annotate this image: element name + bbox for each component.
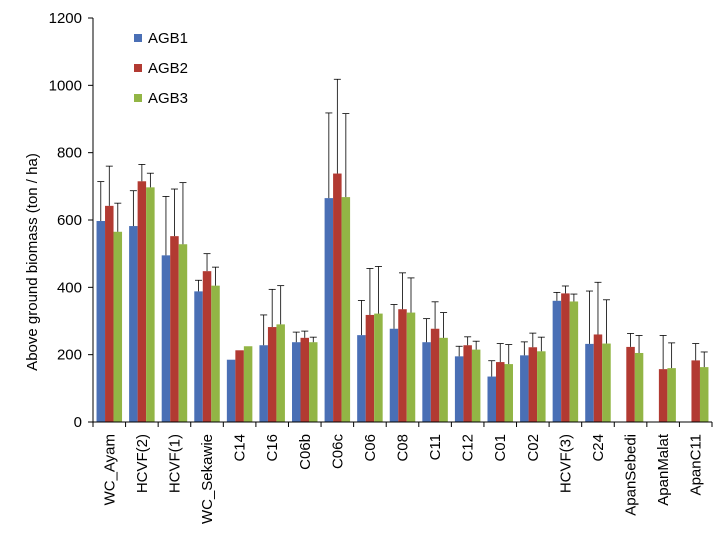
bar-agb1-1 xyxy=(129,226,138,422)
bar-agb1-2 xyxy=(161,255,171,422)
x-tick-label: HCVF(3) xyxy=(557,434,574,493)
bar-agb1-12 xyxy=(487,376,496,422)
x-tick-label: WC_Ayam xyxy=(101,434,118,505)
bar-agb3-8 xyxy=(374,313,383,422)
bar-agb1-10 xyxy=(422,342,431,422)
bar-agb2-17 xyxy=(658,369,668,422)
legend-swatch-agb1 xyxy=(134,34,142,42)
bar-agb1-8 xyxy=(357,335,366,422)
x-tick-label: C14 xyxy=(232,434,249,462)
y-tick-label: 400 xyxy=(57,279,82,296)
bar-agb1-14 xyxy=(552,300,562,422)
bar-agb1-5 xyxy=(259,345,268,422)
bar-agb2-12 xyxy=(495,362,505,422)
bar-agb3-14 xyxy=(569,301,579,422)
x-tick-label: C24 xyxy=(590,434,607,462)
x-tick-label: C06b xyxy=(297,434,314,470)
bar-agb3-16 xyxy=(634,352,644,422)
y-tick-label: 1200 xyxy=(49,10,82,27)
bar-agb2-10 xyxy=(430,328,440,422)
bar-agb3-11 xyxy=(471,349,481,422)
x-tick-label: C11 xyxy=(427,434,444,460)
bar-agb3-12 xyxy=(504,364,513,422)
legend-swatch-agb3 xyxy=(134,94,142,102)
bar-agb2-7 xyxy=(333,173,342,422)
bar-agb2-6 xyxy=(300,337,310,422)
bar-agb3-10 xyxy=(439,337,448,422)
bar-agb3-18 xyxy=(699,367,709,422)
y-tick-label: 200 xyxy=(57,347,82,364)
bar-agb2-2 xyxy=(170,236,179,422)
bar-agb3-1 xyxy=(146,187,155,422)
x-tick-label: ApanMalat xyxy=(655,433,672,506)
legend-label-agb2: AGB2 xyxy=(148,60,188,77)
legend-swatch-agb2 xyxy=(134,64,142,72)
x-tick-label: C01 xyxy=(492,434,509,462)
bar-agb2-4 xyxy=(235,350,244,422)
bar-agb3-13 xyxy=(537,351,546,422)
bar-agb3-7 xyxy=(341,197,351,422)
bar-agb2-8 xyxy=(365,314,375,422)
bar-agb3-15 xyxy=(602,343,611,422)
plot-area xyxy=(96,78,709,422)
bar-agb3-9 xyxy=(406,312,416,422)
bar-agb2-14 xyxy=(561,293,570,422)
y-tick-label: 0 xyxy=(74,414,82,431)
bar-agb3-5 xyxy=(276,324,285,422)
bar-agb2-1 xyxy=(137,181,147,422)
bar-agb1-13 xyxy=(520,355,529,422)
x-tick-label: C02 xyxy=(525,434,542,462)
bar-agb1-15 xyxy=(585,343,594,422)
legend: AGB1 AGB2 AGB3 xyxy=(134,30,188,107)
legend-label-agb1: AGB1 xyxy=(148,30,188,47)
bar-agb1-7 xyxy=(324,198,334,422)
bar-agb3-17 xyxy=(667,368,676,422)
y-axis-title: Above ground biomass (ton / ha) xyxy=(24,153,41,371)
y-tick-label: 800 xyxy=(57,145,82,162)
bar-agb3-2 xyxy=(178,244,188,422)
bar-agb2-3 xyxy=(202,271,212,422)
bar-agb3-4 xyxy=(243,346,253,422)
bar-agb1-0 xyxy=(96,221,106,422)
bar-agb2-11 xyxy=(463,345,472,422)
bar-agb2-18 xyxy=(691,360,700,422)
bar-agb2-5 xyxy=(267,327,277,422)
x-tick-label: ApanSebedi xyxy=(623,434,640,516)
x-tick-label: C06c xyxy=(329,434,346,470)
y-tick-label: 1000 xyxy=(49,77,82,94)
x-tick-label: C06 xyxy=(362,434,379,462)
bar-agb1-6 xyxy=(292,342,301,422)
bar-agb1-4 xyxy=(226,359,236,422)
bar-agb3-0 xyxy=(113,231,123,422)
x-tick-label: C08 xyxy=(395,434,412,462)
y-tick-label: 600 xyxy=(57,212,82,229)
bar-agb2-16 xyxy=(626,346,635,422)
legend-label-agb3: AGB3 xyxy=(148,90,188,107)
axes: 0 200 400 600 800 1000 1200 WC_Ayam HCVF(2) HCVF(… xyxy=(49,10,713,524)
bar-agb3-6 xyxy=(309,342,318,422)
bar-agb2-0 xyxy=(105,205,114,422)
x-tick-label: WC_Sekawie xyxy=(199,434,216,524)
x-tick-label: C12 xyxy=(460,434,477,462)
x-tick-label: HCVF(1) xyxy=(166,434,183,493)
x-tick-label: HCVF(2) xyxy=(134,434,151,493)
x-tick-label: C16 xyxy=(264,434,281,462)
bar-agb3-3 xyxy=(211,285,220,422)
bar-agb1-3 xyxy=(194,291,203,422)
bar-agb2-13 xyxy=(528,347,538,422)
bar-agb1-11 xyxy=(454,356,464,422)
bar-agb1-9 xyxy=(389,328,399,422)
bar-agb2-15 xyxy=(593,334,603,422)
x-tick-label: ApanC11 xyxy=(688,434,705,495)
bar-agb2-9 xyxy=(398,309,407,422)
